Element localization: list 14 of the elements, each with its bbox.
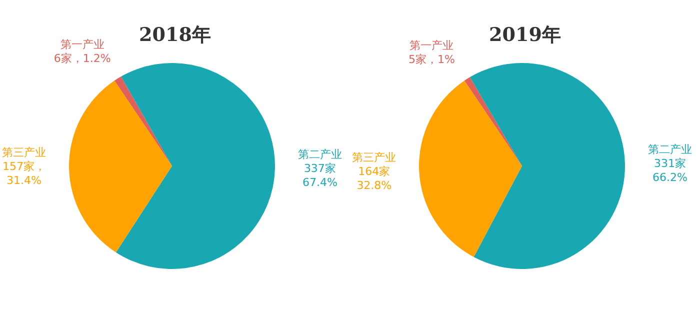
slice-label: 第二产业 <box>296 148 343 162</box>
data-label: 337家 67.4% <box>301 162 338 190</box>
slice-label: 第一产业 <box>59 38 106 52</box>
data-label: 157家，31.4% <box>2 160 47 188</box>
slice-label: 第二产业 <box>646 142 693 156</box>
slice-label: 第三产业 <box>351 151 398 166</box>
chart-title: 2018年 <box>139 24 211 46</box>
data-label: 6家，1.2% <box>52 52 112 66</box>
data-label: 5家，1% <box>407 52 456 67</box>
slice-label: 第三产业 <box>1 146 48 160</box>
slice-label: 第一产业 <box>408 38 455 53</box>
data-label: 164家 32.8% <box>356 165 393 194</box>
data-label: 331家66.2% <box>651 156 688 184</box>
chart-title: 2019年 <box>489 24 561 46</box>
